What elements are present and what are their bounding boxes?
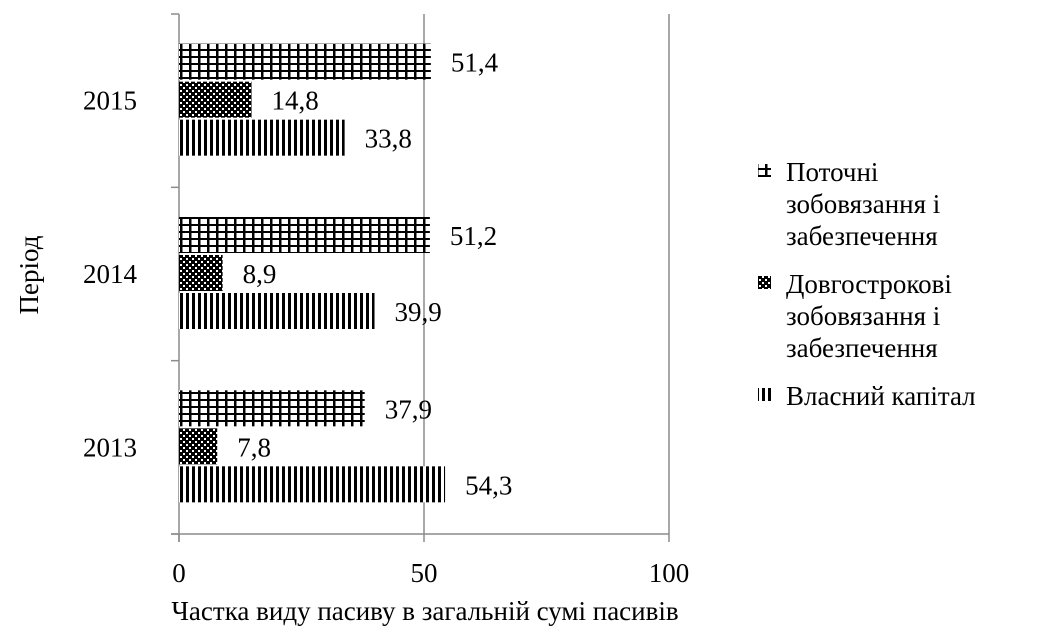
legend-swatch-dots [758, 276, 771, 289]
data-label: 37,9 [385, 394, 432, 424]
y-category-label: 2013 [83, 432, 137, 462]
tick-labels: 0 50 100 2013 2014 2015 [83, 86, 689, 588]
legend-label: Власний капітал [786, 381, 976, 411]
y-category-label: 2014 [83, 259, 138, 289]
legend-label: зобовязання і [786, 189, 940, 219]
legend-label: забезпечення [786, 221, 938, 251]
data-label: 39,9 [395, 297, 442, 327]
legend-label: зобовязання і [786, 301, 940, 331]
legend-label: Довгострокові [786, 269, 952, 299]
data-label: 51,4 [451, 48, 499, 78]
legend-label: Поточні [786, 157, 878, 187]
bars [179, 43, 446, 503]
bar-dots-2015 [179, 81, 252, 118]
x-tick-label: 50 [411, 558, 438, 588]
bar-grid-2013 [179, 390, 365, 427]
bar-grid-2015 [179, 43, 431, 80]
gridlines [423, 14, 670, 534]
data-label: 51,2 [450, 221, 497, 251]
y-category-label: 2015 [83, 86, 137, 116]
bar-dots-2014 [179, 255, 223, 291]
legend-swatch-vertical [758, 388, 771, 401]
x-tick-label: 100 [649, 558, 690, 588]
data-label: 7,8 [237, 432, 271, 462]
y-axis-title: Період [14, 235, 44, 314]
x-axis-title: Частка виду пасиву в загальній сумі паси… [171, 596, 678, 626]
bar-vertical-2015 [179, 119, 345, 156]
bar-vertical-2014 [179, 293, 375, 329]
data-label: 14,8 [272, 86, 319, 116]
data-label: 8,9 [243, 259, 277, 289]
data-label: 54,3 [465, 470, 512, 500]
bar-dots-2013 [179, 428, 218, 465]
data-label: 33,8 [365, 124, 412, 154]
legend-label: забезпечення [786, 333, 938, 363]
data-labels: 37,9 7,8 54,3 51,2 8,9 39,9 51,4 14,8 33,8 [237, 48, 512, 501]
bar-vertical-2013 [179, 466, 446, 503]
legend-swatch-grid [758, 164, 771, 177]
bar-grid-2014 [179, 217, 430, 253]
x-tick-label: 0 [172, 558, 186, 588]
